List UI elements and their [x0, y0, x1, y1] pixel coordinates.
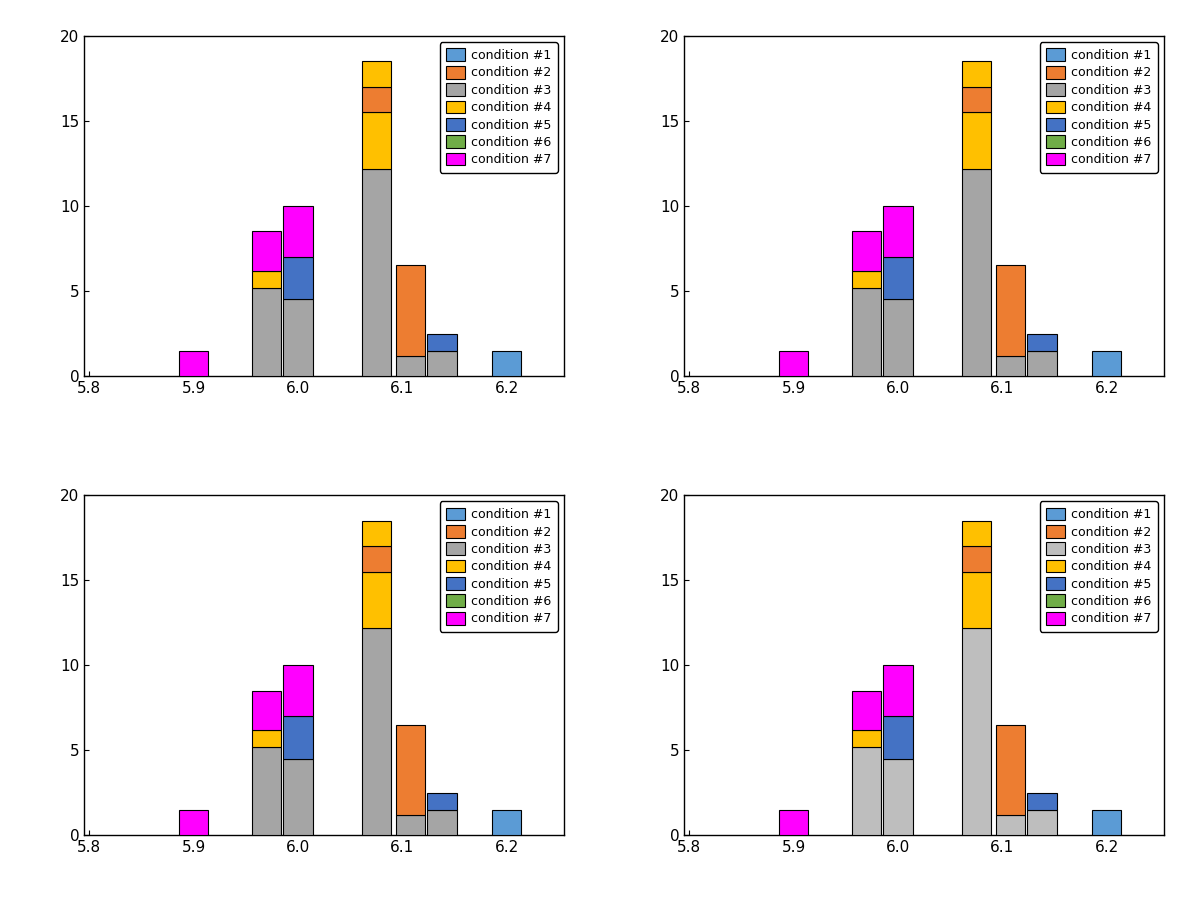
Bar [883, 759, 912, 835]
Bar [852, 270, 881, 287]
Bar [883, 665, 912, 716]
Bar [361, 546, 391, 571]
Bar [779, 810, 808, 835]
Bar [883, 206, 912, 257]
Bar [283, 206, 312, 257]
Bar [1027, 333, 1056, 350]
Bar [396, 356, 425, 376]
Bar [361, 87, 391, 112]
Bar [361, 61, 391, 87]
Bar [852, 287, 881, 376]
Bar [996, 356, 1025, 376]
Bar [996, 814, 1025, 835]
Bar [492, 810, 521, 835]
Bar [961, 546, 991, 571]
Bar [996, 725, 1025, 814]
Bar [283, 665, 312, 716]
Bar [883, 257, 912, 300]
Legend: condition #1, condition #2, condition #3, condition #4, condition #5, condition : condition #1, condition #2, condition #3… [440, 42, 558, 172]
Bar [1027, 810, 1056, 835]
Bar [283, 716, 312, 759]
Bar [361, 169, 391, 376]
Bar [361, 571, 391, 628]
Bar [1092, 810, 1121, 835]
Bar [427, 810, 456, 835]
Legend: condition #1, condition #2, condition #3, condition #4, condition #5, condition : condition #1, condition #2, condition #3… [440, 501, 558, 631]
Bar [252, 730, 281, 747]
Bar [996, 266, 1025, 356]
Bar [427, 333, 456, 350]
Bar [283, 759, 312, 835]
Bar [427, 350, 456, 376]
Legend: condition #1, condition #2, condition #3, condition #4, condition #5, condition : condition #1, condition #2, condition #3… [1040, 42, 1158, 172]
Bar [396, 814, 425, 835]
Bar [883, 300, 912, 376]
Bar [283, 300, 312, 376]
Bar [883, 716, 912, 759]
Bar [283, 257, 312, 300]
Bar [852, 691, 881, 730]
Bar [1092, 350, 1121, 376]
Bar [961, 87, 991, 112]
Bar [961, 521, 991, 546]
Bar [396, 725, 425, 814]
Bar [852, 747, 881, 835]
Bar [961, 628, 991, 835]
Bar [361, 112, 391, 169]
Bar [1027, 350, 1056, 376]
Bar [252, 270, 281, 287]
Bar [1027, 793, 1056, 810]
Bar [492, 350, 521, 376]
Bar [396, 266, 425, 356]
Bar [852, 730, 881, 747]
Bar [427, 793, 456, 810]
Bar [961, 571, 991, 628]
Bar [252, 287, 281, 376]
Bar [961, 61, 991, 87]
Bar [252, 691, 281, 730]
Bar [252, 232, 281, 270]
Bar [361, 628, 391, 835]
Bar [961, 112, 991, 169]
Bar [961, 169, 991, 376]
Bar [252, 747, 281, 835]
Bar [179, 810, 208, 835]
Bar [361, 521, 391, 546]
Bar [852, 232, 881, 270]
Bar [179, 350, 208, 376]
Legend: condition #1, condition #2, condition #3, condition #4, condition #5, condition : condition #1, condition #2, condition #3… [1040, 501, 1158, 631]
Bar [779, 350, 808, 376]
